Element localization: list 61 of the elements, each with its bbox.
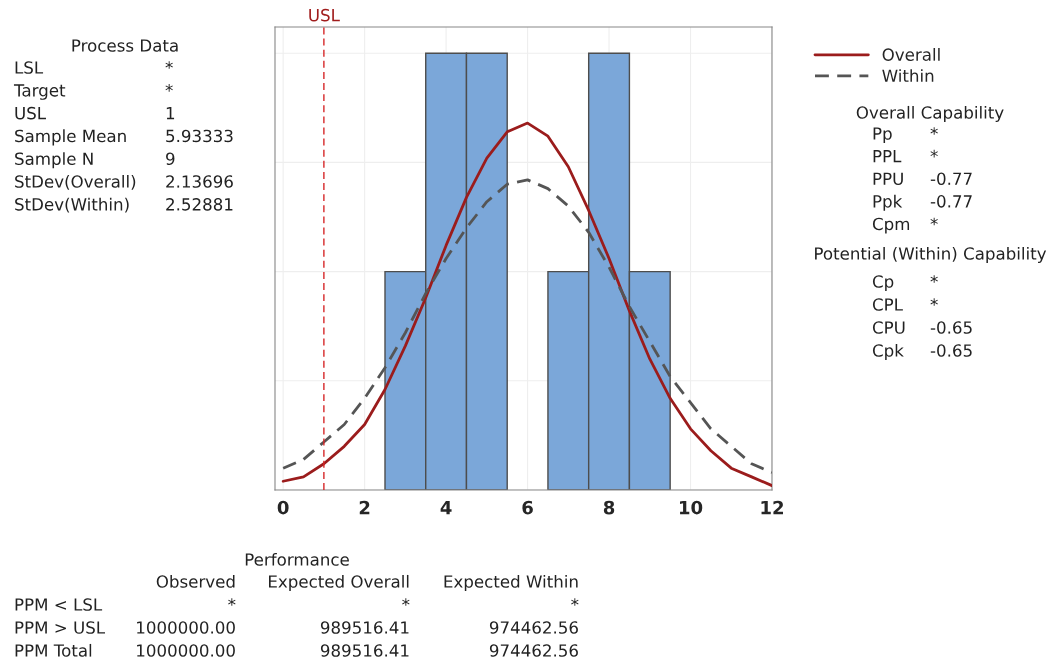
text: StDev(Within) <box>15 197 129 213</box>
x-tick-label: 2 <box>359 500 370 515</box>
x-tick-label: 4 <box>440 500 452 515</box>
text: * <box>930 149 938 158</box>
text: Observed <box>156 574 235 588</box>
text: * <box>930 127 938 135</box>
text: LSL <box>15 61 44 74</box>
text: 974462.56 <box>489 621 578 634</box>
text: * <box>402 598 410 606</box>
text: Expected Within <box>444 574 578 592</box>
text: PPL <box>873 150 902 163</box>
text: Potential (Within) Capability <box>815 246 1047 264</box>
text: * <box>930 275 938 283</box>
text: Overall Capability <box>856 105 1004 123</box>
x-tick-label: 8 <box>603 500 615 515</box>
text: Sample N <box>15 152 93 169</box>
text: 989516.41 <box>320 621 409 634</box>
text: CPU <box>872 321 905 334</box>
text: Sample Mean <box>15 129 126 146</box>
text: StDev(Overall) <box>15 174 136 190</box>
text: PPM Total <box>15 643 92 657</box>
text: Process Data <box>72 39 178 52</box>
text: -0.65 <box>930 321 972 334</box>
text: * <box>165 84 173 92</box>
text: 1000000.00 <box>137 644 235 657</box>
text: USL <box>15 106 46 120</box>
text: * <box>165 61 173 69</box>
text: * <box>228 598 236 606</box>
text: -0.77 <box>930 172 972 186</box>
x-tick-label: 10 <box>680 500 703 515</box>
text: Expected Overall <box>269 574 409 592</box>
text: Cpm <box>872 217 910 234</box>
text: PPU <box>873 172 903 186</box>
text: * <box>930 217 938 226</box>
text: 2.13696 <box>166 175 233 188</box>
text: Cp <box>872 275 894 292</box>
text: 5.93333 <box>166 129 233 143</box>
text: Ppk <box>873 194 903 211</box>
text: 1 <box>166 107 175 120</box>
text: 9 <box>166 152 175 166</box>
text: Pp <box>873 127 892 144</box>
text: PPM > USL <box>15 621 106 634</box>
text: PPM < LSL <box>15 598 103 611</box>
text: 974462.56 <box>489 644 578 657</box>
text: Target <box>13 84 66 100</box>
text: 2.52881 <box>166 198 233 211</box>
text: Cpk <box>872 343 904 361</box>
ref-line-label: USL <box>309 8 340 22</box>
legend-label: Within <box>882 69 934 82</box>
text: 1000000.00 <box>137 621 235 634</box>
text: 989516.41 <box>320 644 409 657</box>
text: -0.77 <box>930 195 972 208</box>
text: CPL <box>872 298 903 311</box>
text: -0.65 <box>930 344 972 357</box>
text: * <box>930 298 938 306</box>
text: * <box>571 598 579 606</box>
text: Performance <box>245 552 349 566</box>
x-tick-label: 12 <box>761 500 783 515</box>
x-tick-label: 0 <box>277 500 289 515</box>
legend-label: Overall <box>882 48 940 61</box>
x-tick-label: 6 <box>522 500 533 515</box>
